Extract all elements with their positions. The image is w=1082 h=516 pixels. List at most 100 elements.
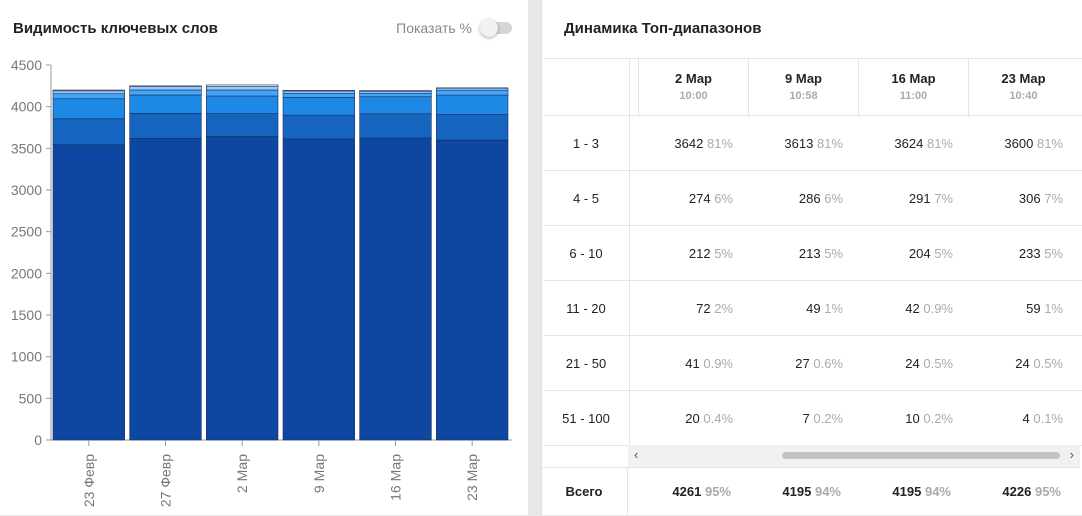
horizontal-scrollbar[interactable]: ‹ › bbox=[628, 445, 1080, 467]
cell-percent: 0.6% bbox=[813, 356, 843, 371]
cell-percent: 0.2% bbox=[813, 411, 843, 426]
toggle-knob[interactable] bbox=[480, 19, 498, 37]
cell-percent: 5% bbox=[714, 246, 733, 261]
header-col-3[interactable]: 16 Мар 11:00 bbox=[858, 59, 968, 117]
bar-segment[interactable] bbox=[53, 119, 125, 145]
table-header: 2 Мар 10:00 9 Мар 10:58 16 Мар 11:00 23 … bbox=[544, 58, 1082, 116]
cell-value: 286 bbox=[799, 191, 821, 206]
total-percent: 95% bbox=[705, 484, 731, 499]
cell-value: 274 bbox=[689, 191, 711, 206]
bar-segment[interactable] bbox=[283, 91, 355, 93]
bar-segment[interactable] bbox=[206, 85, 278, 87]
bar-segment[interactable] bbox=[206, 137, 278, 441]
bar-segment[interactable] bbox=[130, 87, 202, 90]
x-tick-label: 9 Мар bbox=[311, 454, 327, 493]
table-cell: 72 2% bbox=[696, 281, 733, 336]
header-time: 10:58 bbox=[749, 90, 858, 102]
show-percent-toggle[interactable] bbox=[482, 22, 512, 34]
scroll-left-arrow-icon[interactable]: ‹ bbox=[634, 447, 638, 462]
bar-segment[interactable] bbox=[283, 139, 355, 440]
table-cell: 4 0.1% bbox=[1023, 391, 1064, 446]
bar-segment[interactable] bbox=[130, 113, 202, 138]
range-label: 6 - 10 bbox=[544, 226, 628, 281]
total-cell: 4195 94% bbox=[892, 468, 951, 516]
row-separator bbox=[627, 468, 628, 516]
table-cell: 7 0.2% bbox=[803, 391, 844, 446]
header-col-1[interactable]: 2 Мар 10:00 bbox=[638, 59, 748, 117]
bar-segment[interactable] bbox=[53, 94, 125, 99]
scrollbar-thumb[interactable] bbox=[782, 452, 1060, 459]
header-date: 16 Мар bbox=[859, 71, 968, 86]
cell-percent: 6% bbox=[714, 191, 733, 206]
table-cell: 233 5% bbox=[1019, 226, 1063, 281]
total-value: 4226 bbox=[1002, 484, 1031, 499]
total-value: 4261 bbox=[672, 484, 701, 499]
table-cell: 24 0.5% bbox=[1015, 336, 1063, 391]
cell-value: 49 bbox=[806, 301, 820, 316]
bar-segment[interactable] bbox=[436, 95, 508, 114]
bar-segment[interactable] bbox=[283, 90, 355, 91]
bar-segment[interactable] bbox=[360, 114, 432, 138]
header-date: 2 Мар bbox=[639, 71, 748, 86]
bar-segment[interactable] bbox=[283, 115, 355, 139]
cell-percent: 5% bbox=[934, 246, 953, 261]
bar-segment[interactable] bbox=[283, 97, 355, 115]
x-tick-label: 2 Мар bbox=[234, 454, 250, 493]
x-tick-label: 23 Мар bbox=[464, 454, 480, 501]
scroll-right-arrow-icon[interactable]: › bbox=[1070, 447, 1074, 462]
total-label: Всего bbox=[542, 468, 626, 516]
bar-segment[interactable] bbox=[436, 140, 508, 440]
show-percent-toggle-wrap[interactable]: Показать % bbox=[396, 20, 512, 36]
row-separator bbox=[629, 336, 630, 391]
bar-segment[interactable] bbox=[53, 90, 125, 91]
bar-segment[interactable] bbox=[206, 90, 278, 96]
header-date: 9 Мар bbox=[749, 71, 858, 86]
table-cell: 42 0.9% bbox=[905, 281, 953, 336]
cell-value: 213 bbox=[799, 246, 821, 261]
cell-value: 4 bbox=[1023, 411, 1030, 426]
cell-value: 10 bbox=[905, 411, 919, 426]
bar-segment[interactable] bbox=[130, 95, 202, 113]
cell-percent: 81% bbox=[707, 136, 733, 151]
bar-segment[interactable] bbox=[206, 96, 278, 114]
cell-percent: 7% bbox=[1044, 191, 1063, 206]
y-tick-label: 3000 bbox=[11, 182, 42, 198]
header-col-4[interactable]: 23 Мар 10:40 bbox=[968, 59, 1078, 117]
bar-segment[interactable] bbox=[53, 145, 125, 440]
bar-segment[interactable] bbox=[360, 90, 432, 91]
header-col-2[interactable]: 9 Мар 10:58 bbox=[748, 59, 858, 117]
bar-segment[interactable] bbox=[53, 99, 125, 119]
cell-percent: 5% bbox=[824, 246, 843, 261]
bar-segment[interactable] bbox=[53, 91, 125, 94]
bar-segment[interactable] bbox=[360, 93, 432, 97]
y-tick-label: 0 bbox=[34, 432, 42, 448]
bar-segment[interactable] bbox=[130, 138, 202, 440]
bar-segment[interactable] bbox=[283, 93, 355, 97]
cell-percent: 0.5% bbox=[923, 356, 953, 371]
table-cell: 274 6% bbox=[689, 171, 733, 226]
bar-segment[interactable] bbox=[360, 138, 432, 440]
bar-segment[interactable] bbox=[130, 86, 202, 87]
header-time: 11:00 bbox=[859, 90, 968, 102]
bar-segment[interactable] bbox=[436, 115, 508, 141]
bar-segment[interactable] bbox=[206, 114, 278, 137]
bar-segment[interactable] bbox=[436, 90, 508, 95]
bar-segment[interactable] bbox=[436, 88, 508, 90]
table-cell: 212 5% bbox=[689, 226, 733, 281]
cell-value: 3642 bbox=[674, 136, 703, 151]
cell-percent: 1% bbox=[1044, 301, 1063, 316]
bar-segment[interactable] bbox=[206, 87, 278, 90]
bar-segment[interactable] bbox=[360, 91, 432, 93]
y-tick-label: 3500 bbox=[11, 140, 42, 156]
table-cell: 3613 81% bbox=[784, 116, 843, 171]
header-time: 10:00 bbox=[639, 90, 748, 102]
bar-segment[interactable] bbox=[130, 90, 202, 95]
row-separator bbox=[629, 226, 630, 281]
cell-value: 306 bbox=[1019, 191, 1041, 206]
bar-segment[interactable] bbox=[360, 97, 432, 114]
row-separator bbox=[629, 116, 630, 171]
cell-percent: 7% bbox=[934, 191, 953, 206]
